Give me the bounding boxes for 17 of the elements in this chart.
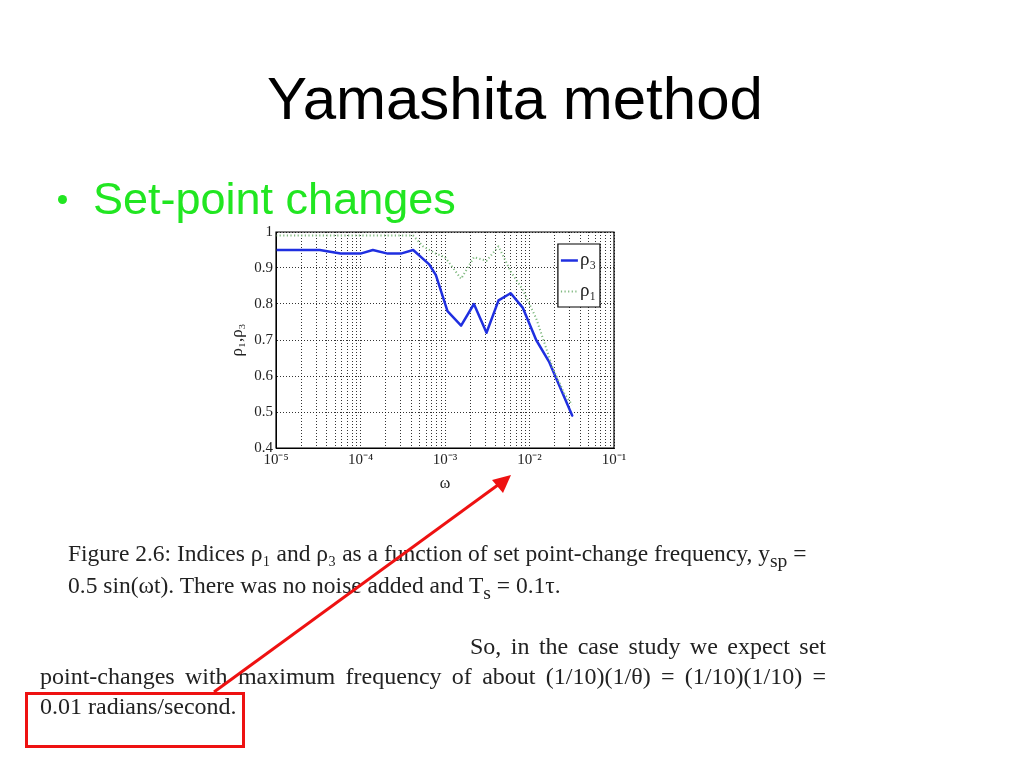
y-tick-label: 0.8 (254, 294, 273, 311)
x-tick-label: 10⁻³ (432, 450, 458, 467)
chart-title: Yamashita method (266, 64, 764, 134)
y-tick-label: 0.6 (254, 366, 274, 383)
legend-label: ρ₁ (579, 279, 596, 301)
y-axis-title: ρ₁,ρ₃ (226, 323, 246, 357)
x-tick-label: 10⁻¹ (601, 450, 627, 467)
y-tick-label: 0.5 (254, 402, 273, 419)
x-axis-title: ω (439, 473, 451, 491)
legend-label: ρ₃ (579, 248, 596, 270)
y-tick-label: 0.7 (254, 330, 274, 347)
x-tick-label: 10⁻² (517, 450, 543, 467)
y-tick-label: 0.4 (254, 438, 274, 455)
y-tick-label: 1 (265, 222, 273, 239)
x-tick-label: 10⁻⁴ (347, 450, 374, 467)
y-tick-label: 0.9 (254, 258, 273, 275)
text: So, in the case study we expect set point-changes with maximum frequency of about (1/10)(1/θ) = (1/10)(1/10) = 0.01 radians/second. (40, 632, 826, 721)
